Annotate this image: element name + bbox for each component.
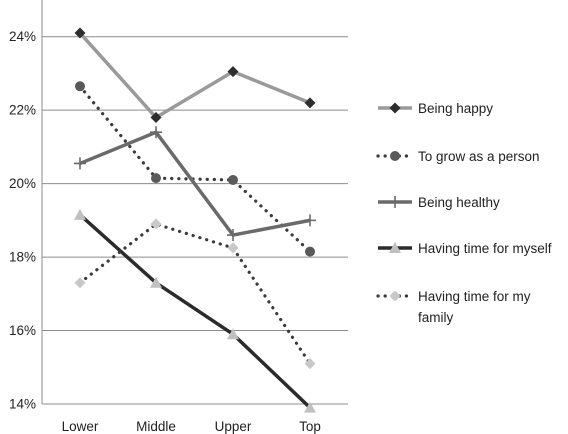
series-line [78, 84, 312, 254]
legend-item: To grow as a person [376, 149, 540, 164]
series-5 [74, 218, 316, 370]
tick-labels: 14% 16% 18% 20% 22% 24% Lower Middle Upper Top [9, 29, 321, 434]
data-point [74, 277, 86, 289]
legend-label: Having time for myself [418, 241, 552, 256]
series-line [79, 130, 311, 237]
data-point [74, 157, 86, 170]
data-point [305, 246, 315, 257]
series-line [78, 31, 311, 120]
series-line [78, 213, 312, 409]
series-2 [75, 81, 315, 257]
x-tick-label: Upper [215, 419, 252, 434]
y-tick-label: 20% [9, 176, 36, 191]
legend-item: Being healthy [378, 195, 500, 210]
data-point [74, 27, 86, 39]
legend-label: To grow as a person [418, 149, 540, 164]
data-point [389, 290, 401, 302]
y-tick-label: 14% [9, 397, 36, 412]
legend-item: Having time for my family [376, 289, 531, 325]
y-tick-label: 22% [9, 103, 36, 118]
data-point [304, 97, 316, 109]
data-point [304, 214, 316, 227]
data-point [389, 242, 401, 253]
x-tick-label: Middle [136, 419, 176, 434]
x-tick-label: Lower [62, 419, 99, 434]
data-point [227, 66, 239, 78]
data-point [74, 208, 86, 220]
data-point [228, 174, 238, 185]
series-1 [74, 27, 316, 124]
data-point [150, 126, 162, 139]
data-point [304, 358, 316, 370]
y-tick-label: 18% [9, 250, 36, 265]
legend-label: Being happy [418, 101, 493, 116]
legend: Being happy To grow as a person Being heal… [376, 101, 552, 325]
data-point [227, 229, 239, 242]
legend-label: Having time for my family [418, 289, 531, 325]
data-point [389, 102, 401, 114]
data-point [390, 151, 400, 161]
x-tick-label: Top [299, 419, 321, 434]
legend-item: Having time for myself [378, 241, 552, 256]
data-point [151, 173, 161, 184]
legend-item: Being happy [378, 101, 493, 116]
series-3 [74, 126, 316, 242]
data-point [304, 401, 316, 413]
legend-label: Being healthy [418, 195, 500, 210]
data-point [150, 112, 162, 124]
data-point [150, 276, 162, 288]
gridlines [42, 36, 348, 405]
data-point [150, 218, 162, 230]
data-point [389, 196, 401, 208]
y-tick-label: 24% [9, 29, 36, 44]
data-point [75, 81, 85, 92]
data-point [227, 328, 239, 340]
series-4 [74, 208, 316, 413]
y-tick-label: 16% [9, 323, 36, 338]
data-point [227, 242, 239, 254]
series-line [78, 222, 312, 366]
series-layer [74, 27, 316, 413]
